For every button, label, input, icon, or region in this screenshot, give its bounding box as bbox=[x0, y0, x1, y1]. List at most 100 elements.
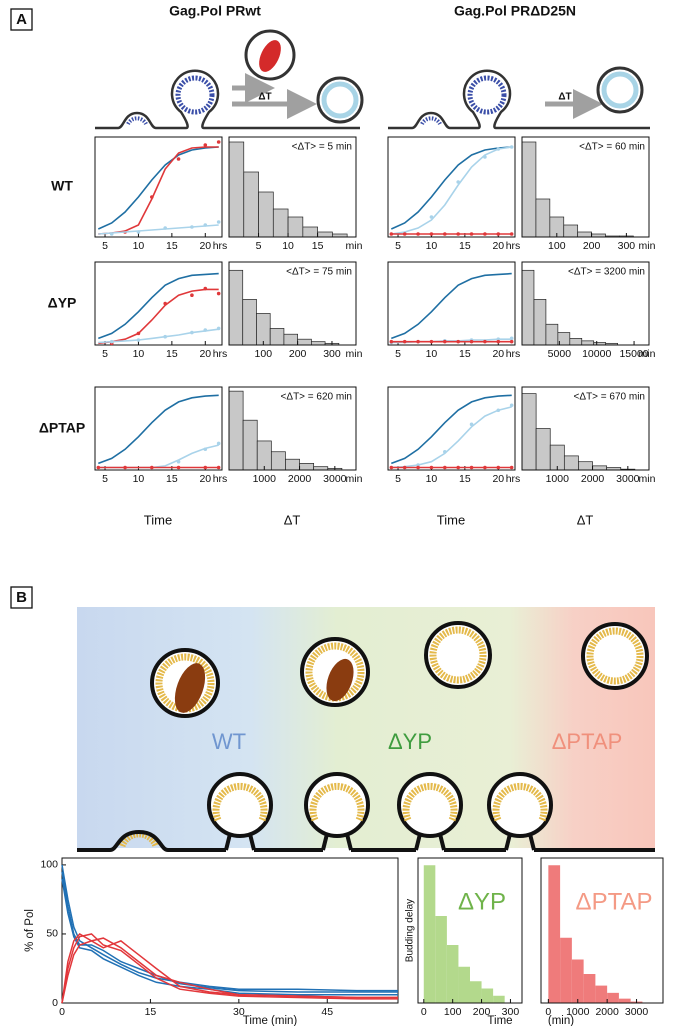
plot-frame bbox=[94, 136, 223, 238]
series-line bbox=[98, 146, 219, 235]
histogram-bar bbox=[535, 198, 551, 238]
data-point bbox=[203, 143, 208, 147]
diagram-b bbox=[77, 607, 655, 852]
x-unit: min bbox=[639, 348, 656, 360]
region-label: WT bbox=[212, 729, 246, 754]
x-tick-label: 200 bbox=[473, 1006, 491, 1018]
data-point bbox=[109, 232, 114, 236]
histogram-bar bbox=[287, 216, 304, 238]
data-point bbox=[203, 465, 208, 470]
histogram-bar bbox=[258, 191, 274, 238]
data-point bbox=[456, 232, 460, 236]
plot-frame bbox=[521, 386, 650, 471]
histogram-bar bbox=[256, 313, 271, 346]
x-tick-label: 3000 bbox=[616, 473, 640, 485]
annotation: <ΔT> = 620 min bbox=[281, 392, 352, 403]
data-point bbox=[443, 465, 447, 470]
data-point bbox=[402, 465, 407, 470]
x-unit: hrs bbox=[213, 240, 228, 252]
x-tick-label: 15 bbox=[166, 240, 178, 252]
data-point bbox=[136, 331, 141, 336]
series-line bbox=[98, 394, 219, 465]
x-tick-label: 300 bbox=[618, 240, 636, 252]
histogram-bar bbox=[272, 208, 289, 238]
x-tick-label: 3000 bbox=[625, 1006, 649, 1018]
series-line bbox=[61, 871, 398, 993]
x-tick-label: 10 bbox=[426, 240, 438, 252]
x-tick-label: 15 bbox=[459, 348, 471, 360]
histogram-bar bbox=[317, 231, 333, 238]
diagram-right bbox=[388, 66, 650, 130]
x-tick-label: 5 bbox=[395, 240, 401, 252]
data-point bbox=[496, 465, 501, 470]
data-point bbox=[483, 155, 487, 159]
series-line bbox=[98, 224, 219, 235]
x-tick-label: 5 bbox=[102, 240, 108, 252]
x-tick-label: 200 bbox=[583, 240, 601, 252]
data-point bbox=[509, 145, 514, 149]
data-point bbox=[150, 195, 154, 199]
series-line bbox=[97, 146, 219, 230]
data-point bbox=[216, 220, 221, 224]
data-point bbox=[496, 337, 501, 341]
data-point bbox=[203, 223, 208, 227]
panel-label: B bbox=[16, 589, 27, 606]
x-unit: min bbox=[639, 240, 656, 252]
data-point bbox=[203, 286, 208, 291]
x-unit: min bbox=[346, 240, 363, 252]
y-tick-label: 0 bbox=[52, 997, 58, 1009]
histogram-bar bbox=[283, 333, 298, 346]
x-tick-label: 15 bbox=[459, 240, 471, 252]
histogram-bar bbox=[228, 141, 245, 238]
x-tick-label: 15 bbox=[166, 473, 178, 485]
plot-frame bbox=[228, 386, 357, 471]
x-unit: hrs bbox=[213, 473, 228, 485]
x-title: Time bbox=[437, 512, 465, 527]
histogram-bar bbox=[435, 916, 447, 1003]
data-point bbox=[509, 336, 514, 341]
histogram-bar bbox=[299, 463, 315, 471]
data-point bbox=[443, 449, 447, 454]
y-tick-label: 100 bbox=[40, 859, 58, 871]
series-line bbox=[391, 146, 512, 235]
data-point bbox=[96, 465, 101, 470]
panel-box bbox=[10, 586, 33, 609]
x-tick-label: 15 bbox=[459, 473, 471, 485]
histogram-bar bbox=[481, 988, 494, 1003]
data-point bbox=[163, 334, 167, 339]
histogram-bar bbox=[423, 865, 436, 1003]
histogram-bar bbox=[256, 440, 272, 471]
data-point bbox=[456, 339, 460, 344]
plot-frame bbox=[228, 136, 357, 238]
histogram-bar bbox=[521, 393, 537, 471]
x-tick-label: 20 bbox=[492, 240, 504, 252]
data-point bbox=[176, 459, 181, 464]
histogram-bar bbox=[533, 299, 547, 346]
data-point bbox=[203, 447, 208, 452]
x-tick-label: 0 bbox=[545, 1006, 551, 1018]
histogram-bar bbox=[446, 945, 459, 1003]
plot-frame bbox=[540, 857, 664, 1004]
data-point bbox=[190, 225, 194, 229]
plot-frame bbox=[521, 136, 650, 238]
series-line bbox=[391, 394, 512, 465]
series-line bbox=[391, 406, 512, 469]
x-tick-label: 20 bbox=[199, 240, 211, 252]
y-axis-title: Budding delay bbox=[405, 899, 416, 962]
x-tick-label: 10 bbox=[282, 240, 294, 252]
histogram-bar bbox=[595, 985, 608, 1003]
data-point bbox=[416, 465, 420, 470]
row-label: ΔPTAP bbox=[39, 420, 85, 436]
data-point bbox=[416, 463, 420, 467]
x-tick-label: 10 bbox=[426, 473, 438, 485]
histogram-bar bbox=[242, 299, 257, 346]
data-point bbox=[496, 232, 501, 236]
data-point bbox=[136, 338, 141, 342]
histogram-bar bbox=[581, 340, 595, 346]
x-tick-label: 1000 bbox=[546, 473, 570, 485]
x-title: Time bbox=[144, 512, 172, 527]
data-point bbox=[483, 339, 487, 344]
column-title: Gag.Pol PRwt bbox=[169, 3, 261, 19]
x-tick-label: 20 bbox=[199, 348, 211, 360]
series-line bbox=[98, 288, 219, 345]
